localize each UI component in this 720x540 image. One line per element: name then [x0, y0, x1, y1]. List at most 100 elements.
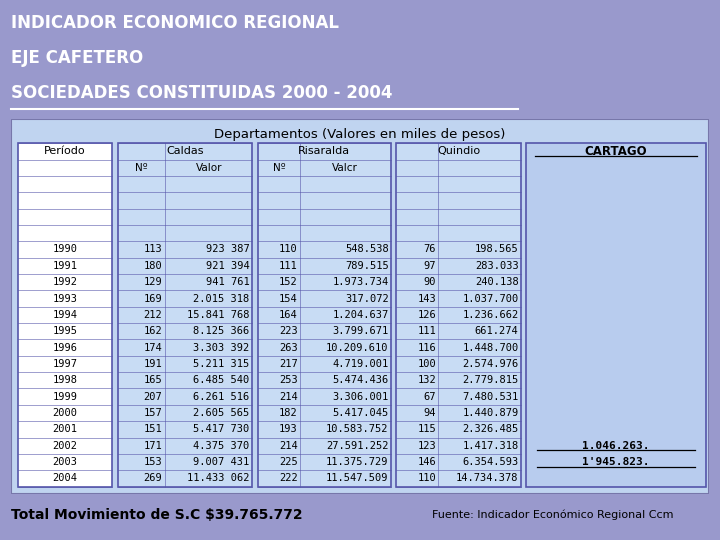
- Text: 1994: 1994: [53, 310, 78, 320]
- Text: 143: 143: [418, 294, 436, 303]
- Text: 11.547.509: 11.547.509: [326, 474, 389, 483]
- Text: Total Movimiento de S.C $39.765.772: Total Movimiento de S.C $39.765.772: [11, 508, 302, 522]
- Text: 2000: 2000: [53, 408, 78, 418]
- Text: 1998: 1998: [53, 375, 78, 386]
- Text: 116: 116: [418, 342, 436, 353]
- Bar: [117, 143, 253, 487]
- Text: 3.306.001: 3.306.001: [333, 392, 389, 402]
- Text: 1.204.637: 1.204.637: [333, 310, 389, 320]
- Text: 2.779.815: 2.779.815: [462, 375, 518, 386]
- Text: 212: 212: [143, 310, 162, 320]
- Text: 157: 157: [143, 408, 162, 418]
- Text: 214: 214: [279, 441, 298, 451]
- Text: 1.236.662: 1.236.662: [462, 310, 518, 320]
- Text: 9.007 431: 9.007 431: [194, 457, 250, 467]
- Text: 1.046.263.: 1.046.263.: [582, 441, 649, 451]
- Text: 15.841 768: 15.841 768: [187, 310, 250, 320]
- Text: 789.515: 789.515: [345, 261, 389, 271]
- Text: 223: 223: [279, 326, 298, 336]
- Text: 115: 115: [418, 424, 436, 434]
- Text: 132: 132: [418, 375, 436, 386]
- Text: 4.375 370: 4.375 370: [194, 441, 250, 451]
- Text: 2002: 2002: [53, 441, 78, 451]
- Text: 153: 153: [143, 457, 162, 467]
- Text: 269: 269: [143, 474, 162, 483]
- Text: 317.072: 317.072: [345, 294, 389, 303]
- Text: 191: 191: [143, 359, 162, 369]
- Text: CARTAGO: CARTAGO: [585, 145, 647, 158]
- Text: 154: 154: [279, 294, 298, 303]
- Bar: [18, 143, 112, 487]
- Text: 193: 193: [279, 424, 298, 434]
- Text: 207: 207: [143, 392, 162, 402]
- Text: 2004: 2004: [53, 474, 78, 483]
- Text: 923 387: 923 387: [206, 245, 250, 254]
- Text: Valor: Valor: [196, 163, 222, 173]
- Bar: [258, 143, 391, 487]
- Text: 6.261 516: 6.261 516: [194, 392, 250, 402]
- Text: 123: 123: [418, 441, 436, 451]
- Text: 14.734.378: 14.734.378: [456, 474, 518, 483]
- Text: 151: 151: [143, 424, 162, 434]
- Text: EJE CAFETERO: EJE CAFETERO: [11, 49, 143, 67]
- Text: 1.417.318: 1.417.318: [462, 441, 518, 451]
- Text: Nº: Nº: [273, 163, 285, 173]
- Text: 198.565: 198.565: [474, 245, 518, 254]
- Text: 94: 94: [423, 408, 436, 418]
- Text: 5.417.045: 5.417.045: [333, 408, 389, 418]
- Text: 1997: 1997: [53, 359, 78, 369]
- Text: 174: 174: [143, 342, 162, 353]
- Text: Fuente: Indicador Económico Regional Ccm: Fuente: Indicador Económico Regional Ccm: [432, 510, 673, 520]
- Text: 661.274: 661.274: [474, 326, 518, 336]
- Text: 1.973.734: 1.973.734: [333, 277, 389, 287]
- Text: 111: 111: [279, 261, 298, 271]
- Text: 1.440.879: 1.440.879: [462, 408, 518, 418]
- Text: 110: 110: [418, 474, 436, 483]
- Text: 253: 253: [279, 375, 298, 386]
- Text: 1992: 1992: [53, 277, 78, 287]
- Text: 90: 90: [423, 277, 436, 287]
- Text: 2.574.976: 2.574.976: [462, 359, 518, 369]
- Text: 27.591.252: 27.591.252: [326, 441, 389, 451]
- Text: Nº: Nº: [135, 163, 148, 173]
- Text: 11.433 062: 11.433 062: [187, 474, 250, 483]
- Text: 1990: 1990: [53, 245, 78, 254]
- Text: 10.209.610: 10.209.610: [326, 342, 389, 353]
- Text: 8.125 366: 8.125 366: [194, 326, 250, 336]
- Text: 283.033: 283.033: [474, 261, 518, 271]
- Text: 2003: 2003: [53, 457, 78, 467]
- Text: 4.719.001: 4.719.001: [333, 359, 389, 369]
- Text: 152: 152: [279, 277, 298, 287]
- Text: 222: 222: [279, 474, 298, 483]
- Text: 113: 113: [143, 245, 162, 254]
- Text: 240.138: 240.138: [474, 277, 518, 287]
- Text: 921 394: 921 394: [206, 261, 250, 271]
- Text: 171: 171: [143, 441, 162, 451]
- Text: 110: 110: [279, 245, 298, 254]
- Text: 1'945.823.: 1'945.823.: [582, 457, 649, 467]
- Text: 6.354.593: 6.354.593: [462, 457, 518, 467]
- Text: 263: 263: [279, 342, 298, 353]
- Text: 214: 214: [279, 392, 298, 402]
- Text: 5.417 730: 5.417 730: [194, 424, 250, 434]
- Text: Período: Período: [44, 146, 86, 157]
- Text: 1.037.700: 1.037.700: [462, 294, 518, 303]
- Text: 11.375.729: 11.375.729: [326, 457, 389, 467]
- Text: 217: 217: [279, 359, 298, 369]
- Text: 10.583.752: 10.583.752: [326, 424, 389, 434]
- Bar: [526, 143, 706, 487]
- Text: 162: 162: [143, 326, 162, 336]
- Text: 1993: 1993: [53, 294, 78, 303]
- Text: 126: 126: [418, 310, 436, 320]
- Text: 111: 111: [418, 326, 436, 336]
- Text: 2001: 2001: [53, 424, 78, 434]
- Text: Risaralda: Risaralda: [298, 146, 351, 157]
- Text: 1995: 1995: [53, 326, 78, 336]
- Text: 2.605 565: 2.605 565: [194, 408, 250, 418]
- Text: 1999: 1999: [53, 392, 78, 402]
- Text: Valcr: Valcr: [333, 163, 359, 173]
- Bar: [396, 143, 521, 487]
- Text: Caldas: Caldas: [166, 146, 204, 157]
- Text: 7.480.531: 7.480.531: [462, 392, 518, 402]
- Text: 6.485 540: 6.485 540: [194, 375, 250, 386]
